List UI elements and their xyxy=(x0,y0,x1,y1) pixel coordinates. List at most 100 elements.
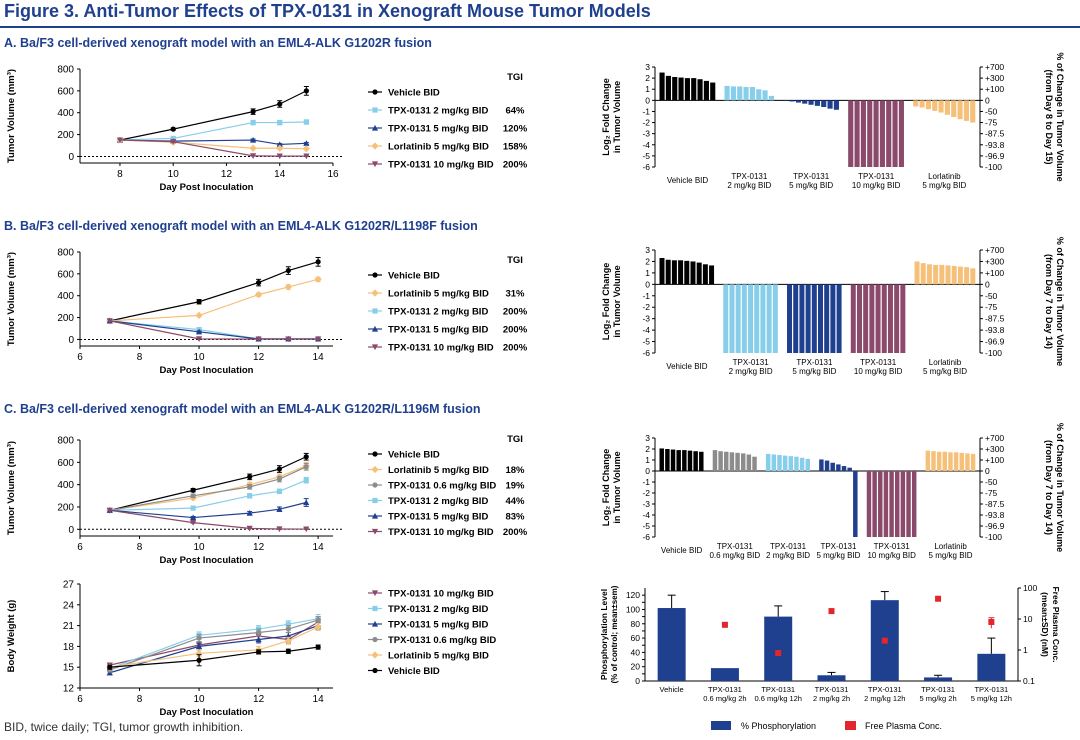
waterfall-bar xyxy=(863,284,869,353)
waterfall-bar xyxy=(889,471,894,537)
group-label: 2 mg/kg BID xyxy=(727,181,771,190)
waterfall-bar xyxy=(936,451,942,471)
waterfall-bar xyxy=(932,100,938,111)
waterfall-bar xyxy=(948,452,953,471)
left-tick-label: -3 xyxy=(642,129,650,139)
legend-marker xyxy=(371,142,379,150)
legend-label: TPX-0131 10 mg/kg BID xyxy=(388,589,494,600)
left-tick-label: 2 xyxy=(645,73,650,83)
data-point xyxy=(255,649,262,655)
x-tick-label: 10 xyxy=(193,694,205,705)
panel-c-waterfall-chart: 3210-1-2-3-4-5-6+700+300+1000-50-75-87.5… xyxy=(601,423,1065,560)
tgi-value: 200% xyxy=(503,307,528,318)
category-label: TPX-0131 xyxy=(708,685,742,694)
waterfall-bar xyxy=(670,449,676,471)
waterfall-bar xyxy=(787,284,793,353)
left-tick-label: -5 xyxy=(642,337,650,347)
legend-label: TPX-0131 5 mg/kg BID xyxy=(388,325,488,336)
tgi-value: 64% xyxy=(505,106,525,117)
data-point xyxy=(116,137,124,144)
phosphorylation-bar xyxy=(764,616,793,681)
panel-c-title: C. Ba/F3 cell-derived xenograft model wi… xyxy=(4,402,481,416)
right-axis-label: Free Plasma Conc. xyxy=(1051,586,1061,662)
data-point xyxy=(250,136,257,143)
waterfall-bar xyxy=(795,100,801,103)
legend-label: Vehicle BID xyxy=(388,88,440,99)
right-tick-label: -93.8 xyxy=(985,140,1005,150)
plasma-point xyxy=(828,608,835,615)
right-tick-label: +700 xyxy=(985,62,1004,72)
waterfall-bar xyxy=(729,284,735,353)
waterfall-bar xyxy=(830,462,835,471)
left-tick-label: -6 xyxy=(642,162,650,172)
waterfall-bar xyxy=(827,100,833,109)
category-label: 0.6 mg/kg 12h xyxy=(754,694,802,703)
x-tick-label: 6 xyxy=(77,352,83,363)
data-point xyxy=(303,526,310,533)
waterfall-bar xyxy=(782,455,788,471)
x-axis-label: Day Post Inoculation xyxy=(160,707,254,718)
left-tick-label: 40 xyxy=(631,647,641,657)
data-point xyxy=(276,476,283,482)
waterfall-bar xyxy=(957,266,963,285)
data-point xyxy=(106,318,113,324)
legend-label: TPX-0131 0.6 mg/kg BID xyxy=(388,635,496,646)
group-label: TPX-0131 xyxy=(874,542,911,551)
legend-label: Lorlatinib 5 mg/kg BID xyxy=(388,651,489,662)
group-label: TPX-0131 xyxy=(733,358,770,367)
waterfall-bar xyxy=(678,77,684,101)
data-point xyxy=(170,139,177,145)
waterfall-bar xyxy=(854,100,860,167)
waterfall-bar xyxy=(762,90,768,101)
data-point xyxy=(255,336,262,343)
legend-label: TPX-0131 2 mg/kg BID xyxy=(388,307,488,318)
legend-marker xyxy=(371,620,379,627)
y-tick-label: 27 xyxy=(63,580,75,591)
right-axis-label: (mean±SD) (nM) xyxy=(1040,592,1050,657)
data-point xyxy=(303,477,309,483)
x-tick-label: 12 xyxy=(221,169,233,180)
left-tick-label: 3 xyxy=(645,245,650,255)
waterfall-bar xyxy=(802,100,808,104)
waterfall-bar xyxy=(911,471,917,537)
right-tick-label: -75 xyxy=(985,488,998,498)
waterfall-bar xyxy=(824,460,830,471)
waterfall-bar xyxy=(659,72,665,101)
waterfall-bar xyxy=(867,100,873,167)
left-tick-label: 2 xyxy=(645,256,650,266)
left-tick-label: -3 xyxy=(642,314,650,324)
category-label: 5 mg/kg 2h xyxy=(920,694,957,703)
legend-marker xyxy=(372,605,378,612)
footnote: BID, twice daily; TGI, tumor growth inhi… xyxy=(4,720,244,734)
left-tick-label: -1 xyxy=(642,291,650,301)
right-tick-label: 10 xyxy=(1023,614,1033,624)
waterfall-bar xyxy=(684,260,690,285)
waterfall-bar xyxy=(830,284,836,353)
data-point xyxy=(303,140,310,146)
waterfall-bar xyxy=(965,453,970,471)
figure-title: Figure 3. Anti-Tumor Effects of TPX-0131… xyxy=(4,1,651,21)
right-tick-label: -87.5 xyxy=(985,499,1005,509)
x-tick-label: 14 xyxy=(313,352,325,363)
legend-marker xyxy=(372,497,378,504)
waterfall-bar xyxy=(794,456,799,471)
data-point xyxy=(303,464,309,470)
phosphorylation-bar xyxy=(657,608,686,681)
right-tick-label: -50 xyxy=(985,291,998,301)
right-tick-label: 0 xyxy=(985,466,990,476)
data-point xyxy=(246,525,253,532)
left-tick-label: 20 xyxy=(631,662,641,672)
waterfall-bar xyxy=(925,450,931,471)
group-label: Lorlatinib xyxy=(928,172,961,181)
right-axis-label: % of Change in Tumor Volume xyxy=(1055,237,1065,366)
data-point xyxy=(250,153,257,159)
plasma-point xyxy=(775,650,782,657)
y-tick-label: 600 xyxy=(57,458,74,469)
right-tick-label: +300 xyxy=(985,256,1004,266)
right-tick-label: -75 xyxy=(985,118,998,128)
y-axis-label: Body Weight (g) xyxy=(6,600,17,673)
waterfall-bar xyxy=(945,265,951,285)
x-tick-label: 10 xyxy=(193,542,205,553)
waterfall-bar xyxy=(919,100,925,108)
y-axis-label: Tumor Volume (mm³) xyxy=(6,441,17,535)
